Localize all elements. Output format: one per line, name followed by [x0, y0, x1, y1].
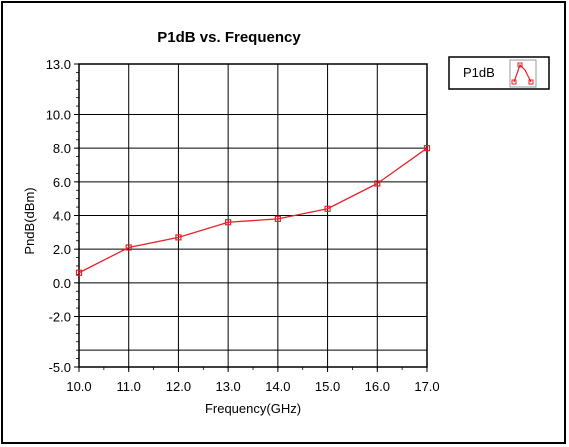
y-tick-label: 13.0: [46, 57, 71, 72]
data-point-p1db: [125, 244, 132, 251]
x-tick-label: 17.0: [414, 379, 439, 394]
x-tick-label: 13.0: [215, 379, 240, 394]
chart-svg: P1dB vs. Frequency Frequency(GHz) PndB(d…: [22, 29, 550, 416]
y-tick-label: -2.0: [49, 310, 71, 325]
data-point-p1db: [75, 269, 83, 276]
y-tick-label: 2.0: [53, 242, 71, 257]
x-tick-label: 10.0: [66, 379, 91, 394]
data-point-p1db: [374, 180, 381, 187]
y-tick-label: 8.0: [53, 141, 71, 156]
x-axis-label: Frequency(GHz): [205, 401, 301, 416]
legend-label-p1db: P1dB: [463, 65, 495, 80]
y-axis-label: PndB(dBm): [22, 187, 37, 254]
y-tick-label: 10.0: [46, 108, 71, 123]
chart-title: P1dB vs. Frequency: [157, 29, 301, 46]
x-tick-label: 14.0: [265, 379, 290, 394]
data-point-p1db: [225, 219, 232, 226]
x-tick-label: 15.0: [315, 379, 340, 394]
series-line-p1db: [78, 147, 428, 274]
y-tick-label: -5.0: [49, 360, 71, 375]
x-tick-label: 16.0: [365, 379, 390, 394]
x-tick-label: 11.0: [117, 379, 141, 394]
data-point-p1db: [274, 215, 281, 222]
x-tick-label: 12.0: [166, 379, 191, 394]
y-tick-label: 0.0: [53, 276, 71, 291]
data-point-p1db: [175, 234, 182, 241]
legend-swatch: [509, 59, 537, 88]
legend: P1dB: [448, 56, 550, 90]
y-tick-label: 6.0: [53, 175, 71, 190]
data-point-p1db: [324, 205, 331, 212]
data-point-p1db: [423, 145, 431, 152]
y-tick-label: 4.0: [53, 209, 71, 224]
